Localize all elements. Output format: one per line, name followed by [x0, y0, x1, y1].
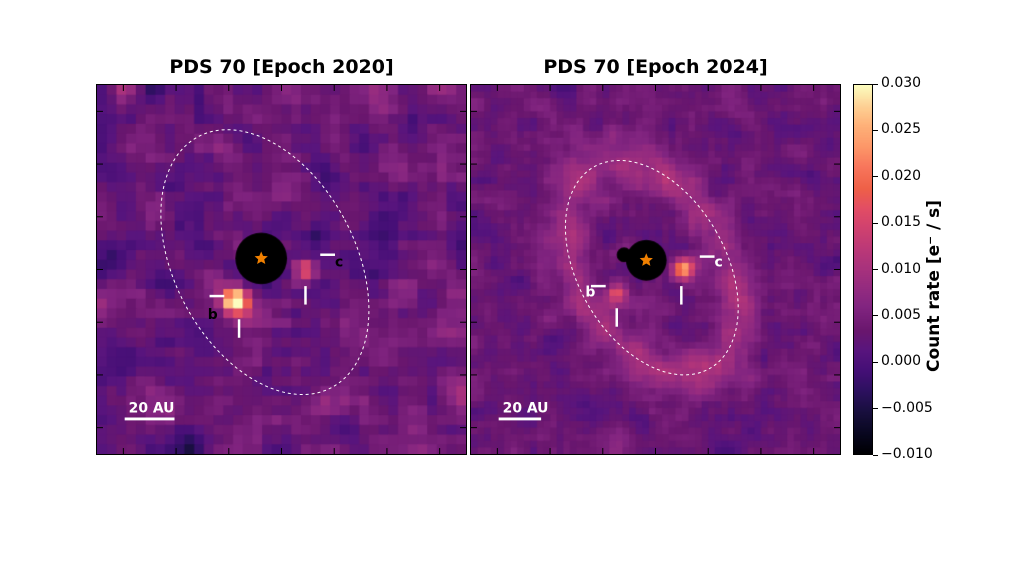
colorbar-tick-label: 0.015 [881, 214, 921, 230]
astronomy-figure: PDS 70 [Epoch 2020] PDS 70 [Epoch 2024] … [96, 84, 928, 485]
colorbar-tick [873, 223, 878, 224]
colorbar-tick-label: 0.020 [881, 168, 921, 184]
colorbar-tick-label: 0.025 [881, 121, 921, 137]
colorbar-tick-label: 0.000 [881, 353, 921, 369]
colorbar-tick [873, 315, 878, 316]
panel-epoch-2024: bc20 AU [470, 84, 841, 455]
colorbar-tick-label: 0.030 [881, 75, 921, 91]
colorbar-tick [873, 269, 878, 270]
colorbar-gradient [853, 84, 873, 455]
colorbar-tick [873, 84, 878, 85]
colorbar-tick [873, 362, 878, 363]
heatmap-2024 [471, 85, 840, 454]
colorbar-tick [873, 176, 878, 177]
colorbar-tick [873, 130, 878, 131]
colorbar-tick [873, 408, 878, 409]
colorbar-tick-label: 0.005 [881, 307, 921, 323]
heatmap-2020 [97, 85, 466, 454]
colorbar-tick [873, 455, 878, 456]
panel-title-right: PDS 70 [Epoch 2024] [470, 56, 841, 78]
panel-epoch-2020: bc20 AU [96, 84, 467, 455]
colorbar-tick-label: −0.005 [881, 400, 933, 416]
panel-title-left: PDS 70 [Epoch 2020] [96, 56, 467, 78]
colorbar-tick-label: 0.010 [881, 261, 921, 277]
colorbar-label: Count rate [e⁻ / s] [924, 172, 944, 372]
colorbar-container: −0.010−0.0050.0000.0050.0100.0150.0200.0… [853, 84, 963, 455]
colorbar-tick-label: −0.010 [881, 446, 933, 462]
